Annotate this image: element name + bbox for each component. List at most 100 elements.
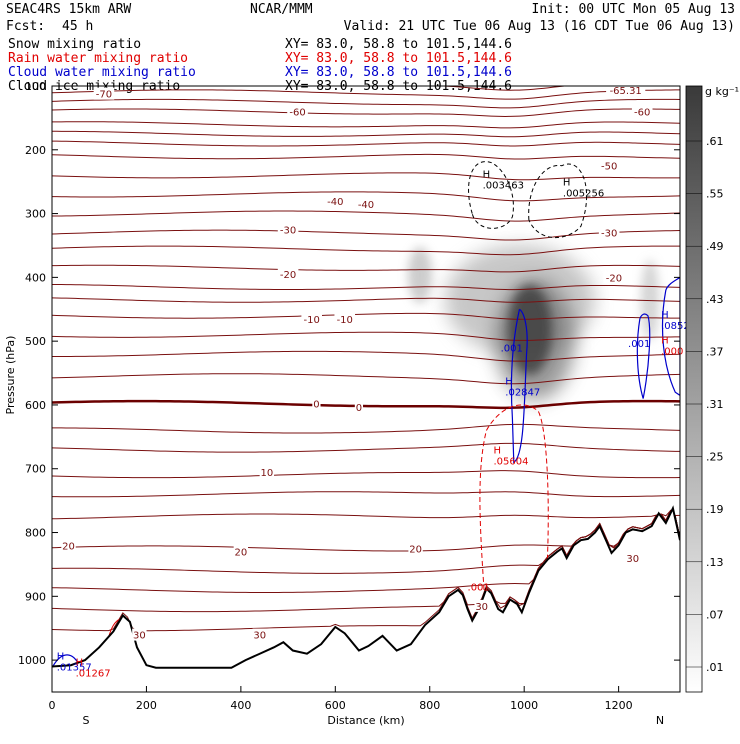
y-tick-label: 100 — [25, 80, 46, 93]
isotherm-minor — [52, 98, 680, 109]
isotherm-label: -10 — [337, 315, 353, 326]
isotherm-minor — [52, 491, 680, 498]
y-tick-label: 300 — [25, 208, 46, 221]
field-xy-cloud-water: XY= 83.0, 58.8 to 101.5,144.6 — [285, 65, 512, 80]
isotherm-labels: -70 -65.31 -60 -60 -50 -40 -40 -30 -30 -20 -20 -10 -… — [61, 83, 653, 642]
valid-time: Valid: 21 UTC Tue 06 Aug 13 (16 CDT Tue … — [344, 19, 735, 34]
isotherm-minor — [52, 423, 680, 434]
colorbar-label: .61 — [706, 135, 724, 148]
isotherm-label: -70 — [96, 90, 112, 101]
isotherm-label: 20 — [62, 541, 75, 552]
contour-value-label: .001 — [468, 583, 490, 594]
isotherm-minor — [52, 350, 680, 362]
isotherm-label-bg — [287, 105, 308, 118]
contour-max-marker: H — [493, 445, 501, 456]
isotherm-label-bg — [325, 194, 346, 207]
y-axis-label: Pressure (hPa) — [4, 336, 17, 415]
contour-value-label: .02847 — [505, 387, 540, 398]
isotherm-label: 20 — [235, 548, 248, 559]
isotherm-label-bg — [61, 539, 76, 552]
snow-shading — [408, 245, 659, 400]
init-time: Init: 00 UTC Mon 05 Aug 13 — [532, 2, 736, 17]
colorbar-ramp — [685, 85, 703, 693]
field-xy-rain: XY= 83.0, 58.8 to 101.5,144.6 — [285, 51, 512, 66]
contour-max-marker: H — [563, 177, 571, 188]
colorbar: g kg⁻¹ .61 .55 .49 .43 .37 .31 .25 .19 .13 .07 .01 — [685, 85, 739, 693]
isotherm-minor — [52, 509, 680, 520]
contour-max-marker: H — [483, 170, 491, 181]
isotherm-minor — [52, 210, 680, 222]
isotherm-label: 20 — [409, 544, 422, 555]
y-tick-label: 200 — [25, 144, 46, 157]
isotherm-minor — [52, 130, 680, 138]
isotherm-level — [52, 264, 680, 273]
contour-value-label: .005256 — [563, 188, 604, 199]
isotherm-label-bg — [625, 552, 640, 565]
cloud-ice-contour — [468, 161, 514, 229]
isotherm-level — [52, 191, 680, 202]
x-tick-label: 600 — [325, 699, 346, 712]
terrain-line — [52, 505, 680, 669]
colorbar-label: .13 — [706, 556, 724, 569]
isotherm-label-bg — [252, 628, 267, 641]
isotherm-level — [52, 229, 680, 241]
isotherm-level — [52, 89, 680, 100]
field-name-rain: Rain water mixing ratio — [8, 51, 188, 66]
isotherm-label: 30 — [475, 602, 488, 613]
colorbar-label: .49 — [706, 240, 724, 253]
contour-max-marker: H — [661, 310, 669, 321]
colorbar-label: .31 — [706, 398, 724, 411]
field-name-cloud-water: Cloud water mixing ratio — [8, 65, 196, 80]
contour-max-marker: H — [661, 336, 669, 347]
contour-max-marker: H — [57, 651, 65, 662]
x-tick-label: 800 — [419, 699, 440, 712]
isotherm-label: -60 — [634, 108, 650, 119]
isotherm-label-bg — [132, 628, 147, 641]
isotherm-label-bg — [408, 542, 423, 555]
y-tick-label: 800 — [25, 527, 46, 540]
isotherm-minor — [52, 331, 680, 341]
cloud-water-contour — [636, 313, 651, 399]
plot-frame — [51, 85, 681, 693]
y-tick-label: 1000 — [18, 654, 46, 667]
isotherm-label: -30 — [601, 229, 617, 240]
isotherm-label: -60 — [289, 108, 305, 119]
isotherm-label-bg — [606, 83, 646, 96]
y-tick-label: 500 — [25, 335, 46, 348]
isotherm-label-bg — [631, 105, 653, 118]
isotherm-label: -10 — [304, 315, 320, 326]
isotherm-minor — [52, 121, 680, 129]
cloud-ice-contour — [528, 163, 588, 239]
isotherm-label: -40 — [327, 197, 343, 208]
isotherm-level — [52, 470, 680, 479]
x-tick-label: 200 — [136, 699, 157, 712]
isotherm-label: 30 — [626, 554, 639, 565]
x-tick-label: 0 — [49, 699, 56, 712]
isotherm-label-bg — [277, 223, 299, 236]
isotherm-label-bg — [598, 226, 620, 239]
isotherm-label: 30 — [133, 631, 146, 642]
org-label: NCAR/MMM — [250, 2, 313, 17]
isotherm-minor — [52, 297, 680, 303]
isotherm-label: 0 — [356, 403, 362, 414]
field-xy-snow: XY= 83.0, 58.8 to 101.5,144.6 — [285, 37, 512, 52]
isotherm-label-bg — [277, 268, 299, 281]
colorbar-label: .19 — [706, 503, 724, 516]
isotherm-label: 0 — [313, 400, 319, 411]
temperature-isotherms — [52, 86, 680, 632]
colorbar-label: .01 — [706, 661, 724, 674]
isotherm-label-bg — [259, 465, 275, 478]
isotherm-label: -50 — [601, 162, 617, 173]
cloud-water-contour — [510, 308, 528, 464]
contour-value-label: .0852 — [661, 321, 690, 332]
contour-value-label: .000 — [661, 347, 683, 358]
isotherm-label: 30 — [253, 631, 266, 642]
field-name-snow: Snow mixing ratio — [8, 37, 141, 52]
y-tick-label: 600 — [25, 399, 46, 412]
contour-labels: H.003463 H.005256H.02847.001.001H.0852H.0… — [57, 170, 690, 680]
contour-value-label: .001 — [628, 339, 650, 350]
contour-value-label: .003463 — [483, 181, 524, 192]
fcst-value: 45 h — [62, 19, 93, 34]
